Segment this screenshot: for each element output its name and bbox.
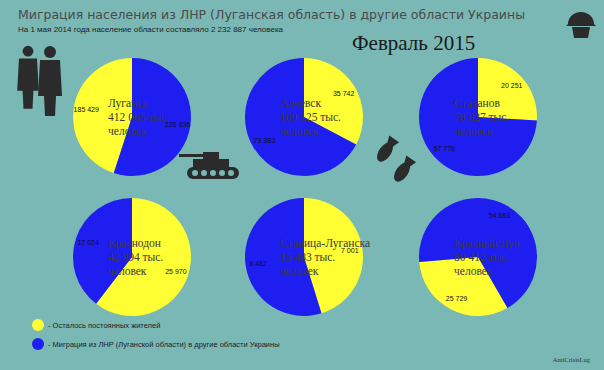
pie-chart: Краснодон42 994 тыс. человек 25 970 17 024 [73, 198, 191, 316]
bomb-fin [402, 155, 416, 168]
pie-chart: Станица-Луганска15 483 тыс.человек7 0018… [245, 198, 370, 316]
data-label: 25 729 [446, 294, 468, 301]
pie-chart: Стаханов 78 027 тыс. человек 20 251 57 776 [419, 58, 537, 176]
person-body [38, 60, 62, 116]
annotation-line: человек [454, 265, 493, 277]
legend: - Осталось постоянных жителей - Миграция … [32, 319, 280, 350]
annotation-line: человек [280, 265, 319, 277]
pie-slice [245, 58, 356, 176]
tank-turret [203, 152, 219, 160]
tank-body [193, 159, 229, 168]
slices [73, 198, 191, 316]
helmet-icon [566, 12, 596, 38]
annotation-line: человек [454, 125, 493, 137]
annotation-line: 15 483 тыс. [280, 251, 335, 263]
pie-title: Красный Луч [454, 237, 520, 250]
annotation-line: человек [108, 265, 147, 277]
tank-wheel [228, 170, 234, 176]
bomb-icon [391, 155, 416, 184]
data-label: 17 024 [77, 239, 99, 246]
pie-title: Стаханов [454, 97, 500, 109]
tank-gun [179, 154, 203, 157]
tank-wheel [210, 170, 216, 176]
pie-annotation: 80 412 тыс. человек [454, 251, 509, 277]
slices [419, 58, 537, 176]
legend-swatch [32, 338, 44, 350]
person-icon [38, 46, 62, 116]
tank-icon [179, 152, 239, 179]
pie-annotation: 78 027 тыс. человек [454, 111, 509, 137]
slices [245, 198, 363, 316]
slices [245, 58, 363, 176]
data-label: 57 776 [434, 145, 456, 152]
annotation-line: человек [280, 125, 319, 137]
annotation-line: 78 027 тыс. [454, 111, 509, 123]
pie-annotation: 412 065 тыс. человек [108, 111, 169, 137]
infographic: Миграция населения из ЛНР (Луганская обл… [0, 0, 604, 370]
date: Февраль 2015 [352, 31, 475, 55]
person-icon [17, 46, 39, 109]
data-label: 185 429 [74, 106, 99, 113]
pie-slice [419, 198, 537, 308]
data-label: 35 742 [333, 90, 355, 97]
background [0, 0, 604, 370]
page-root: Миграция населения из ЛНР (Луганская обл… [0, 0, 604, 370]
annotation-line: 412 065 тыс. [108, 111, 169, 123]
person-body [17, 58, 39, 108]
data-label: 54 683 [489, 212, 511, 219]
tank-track [187, 167, 239, 179]
pie-title: Луганск [108, 97, 148, 110]
face [572, 27, 590, 38]
pie-chart: Красный Луч80 412 тыс. человек 25 729 54 68… [419, 198, 537, 316]
bomb-icon [374, 135, 399, 164]
pie-chart: Луганск412 065 тыс. человек 185 429 226 636 [73, 58, 191, 176]
data-label: 73 383 [254, 137, 276, 144]
person-head [44, 46, 56, 58]
data-label: 8 482 [249, 260, 267, 267]
pie-annotation: 42 994 тыс. человек [108, 251, 163, 277]
source: AntiCrisisLug [553, 356, 591, 363]
annotation-line: 80 412 тыс. [454, 251, 509, 263]
helmet [566, 12, 596, 26]
slices [73, 58, 191, 176]
data-label: 226 636 [165, 121, 190, 128]
tank-wheel [192, 170, 198, 176]
data-label: 20 251 [501, 82, 523, 89]
pie-slice [419, 58, 537, 176]
annotation-line: 109 125 тыс. [280, 111, 341, 123]
legend-label: - Осталось постоянных жителей [48, 321, 160, 330]
pie-annotation: 109 125 тыс. человек [280, 111, 341, 137]
data-label: 25 970 [165, 268, 187, 275]
annotation-line: человек [108, 125, 147, 137]
data-label: 7 001 [341, 247, 359, 254]
bomb-fin [385, 135, 399, 148]
person-head [23, 46, 34, 57]
legend-swatch [32, 319, 44, 331]
tank-wheel [219, 170, 225, 176]
subtitle: На 1 мая 2014 года население области сос… [18, 25, 284, 34]
pie-chart: Алчевск 109 125 тыс. человек 35 742 73 383 [245, 58, 363, 176]
title: Миграция населения из ЛНР (Луганская обл… [18, 7, 525, 22]
legend-label: - Миграция из ЛНР (Луганской области) в … [48, 340, 280, 349]
pie-annotation: 15 483 тыс. человек [280, 251, 335, 277]
slices [419, 198, 537, 316]
annotation-line: 42 994 тыс. [108, 251, 163, 263]
tank-wheel [201, 170, 207, 176]
icons [17, 12, 596, 184]
pie-title: Краснодон [108, 237, 161, 250]
pie-title: Алчевск [280, 97, 321, 109]
